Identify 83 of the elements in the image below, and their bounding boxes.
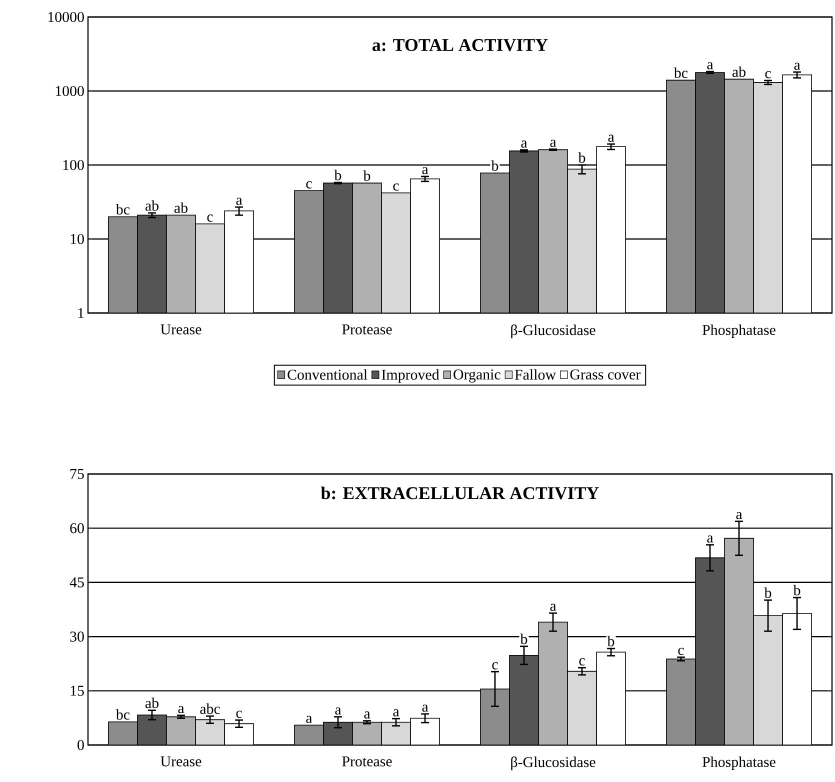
data-label: a	[335, 707, 342, 715]
legend-label: Fallow	[514, 369, 556, 380]
data-label: ab	[145, 698, 158, 708]
bar	[323, 722, 352, 745]
x-tick-label: β-Glucosidase	[511, 324, 596, 338]
y-tick-label: 1	[78, 308, 84, 318]
x-tick-label: Protease	[342, 756, 392, 766]
data-label: a	[550, 140, 556, 147]
y-tick-label: 75	[70, 469, 84, 479]
bar	[538, 622, 568, 745]
y-tick-label: 45	[70, 577, 84, 588]
data-label: c	[678, 648, 684, 655]
x-tick-label: Phosphatase	[702, 756, 776, 770]
x-tick-label: Urease	[160, 324, 202, 334]
legend-label: Improved	[382, 369, 440, 383]
data-label: bc	[674, 67, 688, 78]
text: b: EXTRACELLULAR ACTIVITY	[320, 486, 599, 500]
x-tick-label: Protease	[342, 324, 392, 334]
data-label: c	[236, 710, 242, 718]
legend-label: Conventional	[288, 369, 368, 380]
data-label: c	[306, 181, 312, 188]
data-label: b	[334, 170, 342, 180]
bar	[753, 615, 783, 745]
data-label: c	[393, 184, 399, 191]
bar	[195, 719, 225, 745]
bar	[724, 538, 754, 745]
x-tick-label: Urease	[160, 756, 202, 766]
data-label: a	[707, 535, 714, 543]
bar	[294, 725, 324, 745]
data-label: c	[765, 71, 771, 78]
bar	[480, 688, 510, 745]
data-label: abc	[200, 703, 220, 714]
bar	[352, 722, 382, 745]
bar	[137, 714, 167, 745]
y-tick-label: 0	[78, 740, 84, 750]
y-tick-label: 1000	[56, 86, 84, 96]
data-label: b	[607, 636, 614, 646]
text: a: TOTAL ACTIVITY	[372, 39, 548, 52]
data-label: b	[520, 634, 528, 644]
bar	[666, 658, 696, 745]
data-label: ab	[145, 200, 158, 211]
data-label: a	[521, 140, 528, 148]
data-label: a	[306, 716, 312, 723]
data-label: a	[608, 134, 614, 142]
data-label: b	[578, 152, 586, 163]
data-label: bc	[116, 204, 130, 215]
y-tick-label: 15	[70, 686, 84, 696]
y-tick-label: 100	[63, 160, 84, 170]
data-label: c	[207, 214, 213, 222]
bar	[166, 716, 196, 745]
x-tick-label: Phosphatase	[702, 324, 776, 338]
y-tick-label: 10	[70, 234, 84, 244]
bar	[224, 723, 254, 745]
data-label: ab	[732, 66, 746, 77]
data-label: b	[793, 584, 800, 596]
data-label: b	[363, 170, 370, 181]
bar	[108, 721, 138, 745]
y-tick-label: 30	[70, 632, 84, 642]
y-tick-label: 60	[70, 523, 84, 534]
data-label: ab	[174, 202, 188, 213]
bar	[509, 654, 539, 745]
data-label: c	[579, 658, 585, 666]
data-label: a	[550, 604, 556, 611]
data-label: a	[364, 711, 370, 719]
bar	[782, 613, 812, 745]
bar	[567, 670, 597, 745]
data-label: a	[393, 709, 400, 716]
data-label: b	[491, 160, 498, 171]
x-tick-label: β-Glucosidase	[511, 756, 596, 770]
data-label: a	[422, 167, 428, 174]
data-label: a	[422, 704, 428, 712]
data-label: a	[707, 62, 714, 70]
data-label: c	[492, 662, 498, 670]
data-label: a	[736, 512, 742, 520]
legend-label: Organic	[454, 369, 500, 383]
data-label: bc	[116, 709, 130, 720]
data-label: a	[178, 706, 184, 714]
data-label: a	[794, 62, 800, 70]
legend-label: Grass cover	[570, 369, 641, 380]
bar	[695, 557, 725, 745]
data-label: a	[236, 198, 242, 205]
data-label: b	[764, 587, 772, 598]
y-tick-label: 10000	[48, 12, 84, 22]
